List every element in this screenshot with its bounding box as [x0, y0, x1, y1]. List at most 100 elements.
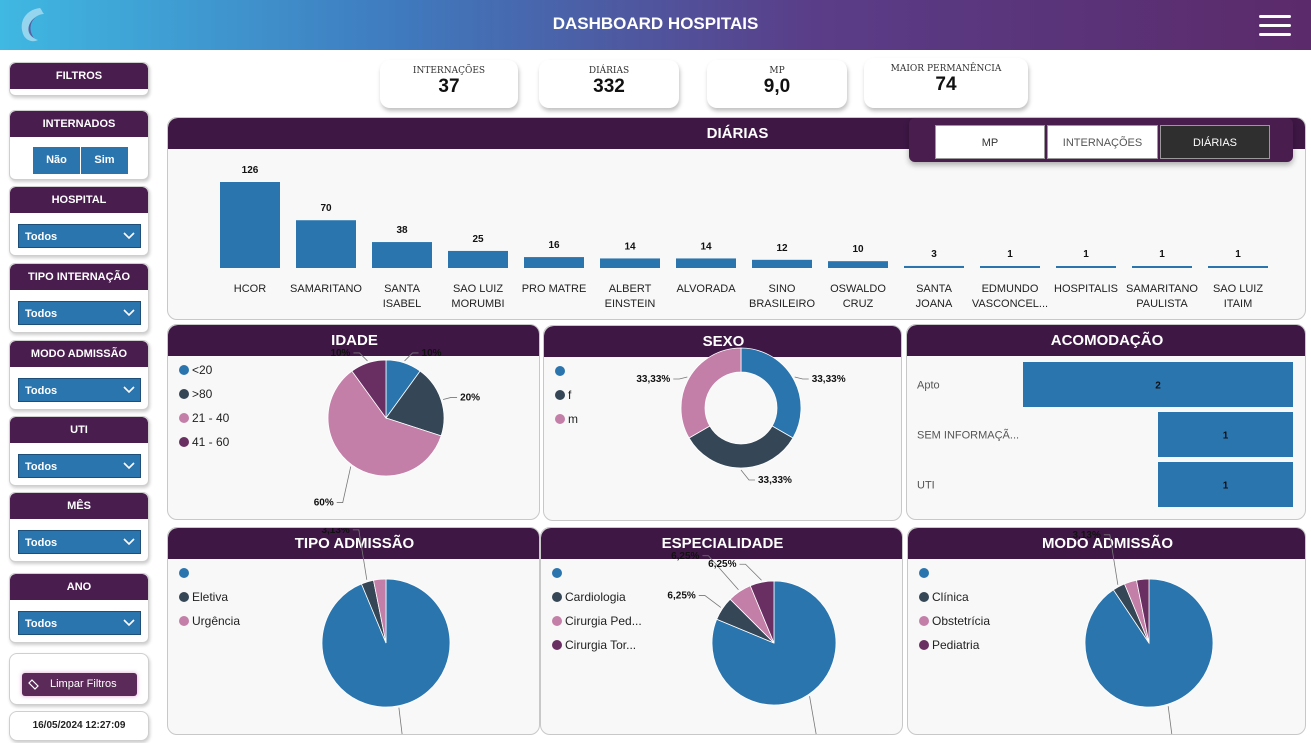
pie-leader-line: [336, 466, 352, 503]
tipo-internacao-title: TIPO INTERNAÇÃO: [10, 264, 148, 290]
pie-slice[interactable]: [680, 347, 742, 439]
bar[interactable]: [372, 242, 432, 268]
mes-dropdown[interactable]: Todos: [18, 530, 141, 554]
bar-category-label: SAMARITANO: [290, 283, 362, 295]
eraser-icon: [28, 679, 39, 690]
bar[interactable]: [1158, 462, 1293, 507]
bar[interactable]: [1023, 362, 1293, 407]
bar[interactable]: [220, 182, 280, 268]
bar[interactable]: [752, 259, 812, 268]
tipo-internacao-dropdown[interactable]: Todos: [18, 301, 141, 325]
dashboard-title: DASHBOARD HOSPITAIS: [552, 14, 759, 33]
uti-dropdown[interactable]: Todos: [18, 454, 141, 478]
legend-label: Cardiologia: [565, 590, 626, 604]
legend-label: 21 - 40: [192, 411, 230, 425]
uti-dropdown-value: Todos: [25, 461, 58, 473]
pie-slice[interactable]: [327, 370, 442, 477]
tipo-admissao-legend: Eletiva Urgência: [179, 561, 240, 633]
internados-sim-button[interactable]: Sim: [81, 147, 128, 174]
bar[interactable]: [600, 258, 660, 268]
bar-value-label: 12: [776, 243, 788, 254]
bar-value-label: 38: [396, 225, 408, 236]
clear-filters-button[interactable]: Limpar Filtros: [22, 673, 137, 696]
bar[interactable]: [904, 265, 964, 268]
pie-value-label: 3,13%: [1072, 530, 1100, 541]
bar-category-label: Apto: [917, 380, 940, 392]
pie-leader-line: [794, 376, 809, 380]
kpi-value: 9,0: [763, 76, 791, 97]
especialidade-pie-chart: 81,25%6,25%6,25%6,25%: [667, 551, 837, 734]
pie-slice[interactable]: [385, 370, 445, 437]
bar[interactable]: [1132, 266, 1192, 268]
bar-value-label: 1: [1159, 249, 1165, 260]
filters-header: FILTROS: [9, 62, 149, 96]
filters-label: FILTROS: [10, 63, 148, 89]
sexo-legend: f m: [555, 359, 578, 431]
legend-item: Eletiva: [179, 585, 240, 609]
bar[interactable]: [296, 220, 356, 268]
legend-label: Eletiva: [192, 590, 229, 604]
bar-category-label: MORUMBI: [451, 298, 504, 310]
tab-diarias[interactable]: DIÁRIAS: [1160, 125, 1270, 159]
hospital-title: HOSPITAL: [10, 187, 148, 213]
timestamp-box: 16/05/2024 12:27:09: [9, 711, 149, 741]
legend-label: 41 - 60: [192, 435, 230, 449]
legend-item: Cardiologia: [552, 585, 642, 609]
bar[interactable]: [1208, 266, 1268, 268]
bar-value-label: 70: [320, 203, 332, 214]
legend-dot: [555, 390, 565, 400]
uti-title: UTI: [10, 417, 148, 443]
pie-leader-line: [442, 397, 458, 400]
pie-leader-line: [1103, 534, 1119, 585]
bar-category-label: SINO: [769, 283, 796, 295]
pie-slice[interactable]: [688, 425, 794, 469]
bar[interactable]: [448, 250, 508, 268]
pie-slice[interactable]: [373, 578, 387, 644]
mes-dropdown-value: Todos: [25, 537, 58, 549]
bar[interactable]: [980, 266, 1040, 268]
legend-dot: [919, 568, 929, 578]
internados-nao-button[interactable]: Não: [33, 147, 80, 174]
chevron-down-icon: [123, 462, 135, 470]
bar[interactable]: [676, 258, 736, 268]
kpi-maior-permanencia: MAIOR PERMANÊNCIA 74: [864, 58, 1028, 108]
kpi-label: DIÁRIAS: [588, 66, 630, 76]
hospital-dropdown[interactable]: Todos: [18, 224, 141, 248]
bar-category-label: BRASILEIRO: [749, 298, 815, 310]
especialidade-title: ESPECIALIDADE: [541, 528, 902, 559]
legend-dot: [179, 616, 189, 626]
legend-item: Cirurgia Ped...: [552, 609, 642, 633]
pie-slice[interactable]: [1136, 578, 1150, 644]
bar-category-label: SAMARITANO: [1126, 283, 1198, 295]
hospital-dropdown-value: Todos: [25, 231, 58, 243]
kpi-mp: MP 9,0: [707, 60, 847, 108]
bar-value-label: 126: [242, 165, 259, 176]
modo-admissao-dropdown[interactable]: Todos: [18, 378, 141, 402]
bar-category-label: PRO MATRE: [522, 283, 587, 295]
ano-filter: ANO Todos: [9, 573, 149, 643]
modo-admissao-title: MODO ADMISSÃO: [908, 528, 1305, 559]
tab-mp[interactable]: MP: [935, 125, 1045, 159]
legend-label: Obstetrícia: [932, 614, 991, 628]
bar[interactable]: [524, 257, 584, 268]
hamburger-menu-icon[interactable]: [1259, 15, 1291, 39]
bar-value-label: 25: [472, 234, 484, 245]
bar[interactable]: [828, 261, 888, 268]
pie-slice[interactable]: [749, 580, 775, 644]
hospital-filter: HOSPITAL Todos: [9, 186, 149, 256]
legend-item: <20: [179, 358, 229, 382]
bar-category-label: ISABEL: [383, 298, 422, 310]
legend-dot: [552, 640, 562, 650]
pie-slice[interactable]: [351, 359, 387, 420]
bar[interactable]: [1158, 412, 1293, 457]
tab-internacoes[interactable]: INTERNAÇÕES: [1047, 125, 1158, 159]
tipo-internacao-filter: TIPO INTERNAÇÃO Todos: [9, 263, 149, 333]
mes-filter: MÊS Todos: [9, 492, 149, 562]
bar[interactable]: [1056, 266, 1116, 268]
modo-admissao-pie-chart: 90,63%3,13%: [1072, 530, 1214, 734]
pie-slice[interactable]: [740, 347, 802, 439]
legend-dot: [555, 414, 565, 424]
legend-label: m: [568, 412, 578, 426]
kpi-label: MP: [769, 66, 785, 76]
ano-dropdown[interactable]: Todos: [18, 611, 141, 635]
